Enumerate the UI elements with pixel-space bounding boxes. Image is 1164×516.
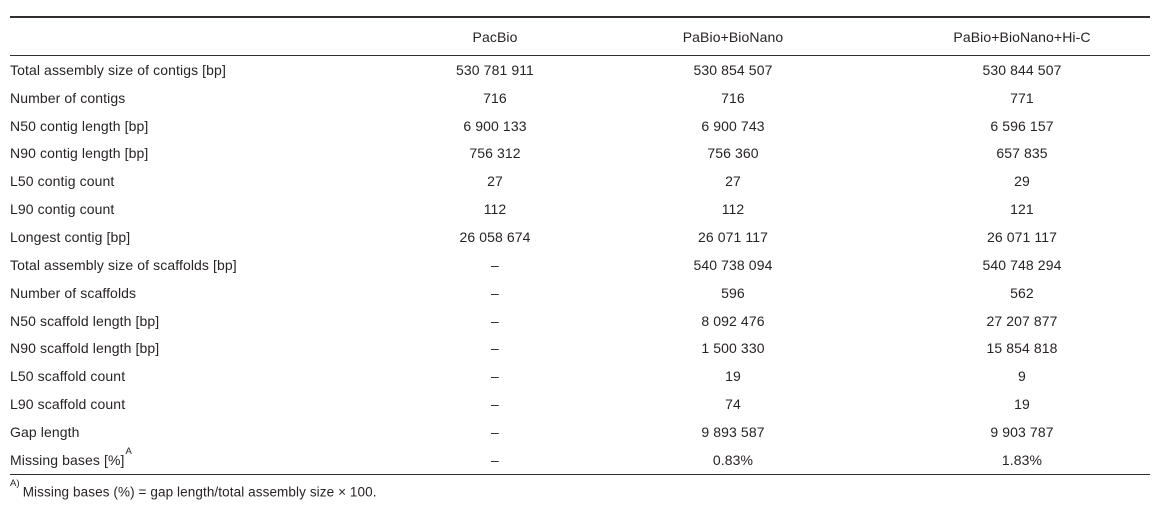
- row-label: Total assembly size of contigs [bp]: [10, 61, 226, 78]
- cell-value: 9 893 587: [701, 423, 765, 440]
- column-header-pabio-bionano-hic: PaBio+BioNano+Hi-C: [894, 17, 1150, 56]
- cell-value: 771: [1010, 89, 1034, 106]
- cell-value: 26 071 117: [986, 228, 1058, 245]
- row-label: L50 scaffold count: [10, 368, 126, 385]
- footnote-text: Missing bases (%) = gap length/total ass…: [22, 484, 377, 500]
- cell-value: 112: [721, 201, 745, 218]
- cell-value: 6 900 743: [701, 117, 765, 134]
- row-label: N90 scaffold length [bp]: [10, 340, 160, 357]
- table-row: Number of contigs 716 716 771: [10, 84, 1150, 112]
- row-label: L90 contig count: [10, 201, 115, 218]
- column-header-pabio-bionano: PaBio+BioNano: [572, 17, 894, 56]
- cell-value: –: [491, 396, 499, 413]
- row-label: Number of contigs: [10, 89, 126, 106]
- row-label: N90 contig length [bp]: [10, 145, 149, 162]
- cell-value: 26 071 117: [697, 228, 769, 245]
- row-label: N50 contig length [bp]: [10, 117, 149, 134]
- cell-value: –: [491, 451, 499, 468]
- table-row: Number of scaffolds – 596 562: [10, 279, 1150, 307]
- cell-value: 530 844 507: [982, 61, 1062, 78]
- table-row: L90 contig count 112 112 121: [10, 195, 1150, 223]
- cell-value: 112: [483, 201, 507, 218]
- table-row: N50 scaffold length [bp] – 8 092 476 27 …: [10, 307, 1150, 335]
- cell-value: 716: [483, 89, 507, 106]
- cell-value: 19: [1014, 396, 1030, 413]
- table-row: Gap length – 9 893 587 9 903 787: [10, 418, 1150, 446]
- cell-value: –: [491, 312, 499, 329]
- row-label: Gap length: [10, 423, 80, 440]
- cell-value: 27: [487, 173, 503, 190]
- cell-value: 530 781 911: [456, 61, 534, 78]
- cell-value: –: [491, 284, 499, 301]
- footnote-marker: A): [10, 477, 20, 489]
- cell-value: 756 360: [707, 145, 759, 162]
- table-row: Longest contig [bp] 26 058 674 26 071 11…: [10, 223, 1150, 251]
- cell-value: 596: [721, 284, 745, 301]
- cell-value: 6 596 157: [990, 117, 1054, 134]
- table-header: PacBio PaBio+BioNano PaBio+BioNano+Hi-C: [10, 17, 1150, 56]
- table-row: L50 contig count 27 27 29: [10, 167, 1150, 195]
- cell-value: 74: [725, 396, 741, 413]
- cell-value: –: [491, 256, 499, 273]
- table-row: N50 contig length [bp] 6 900 133 6 900 7…: [10, 112, 1150, 140]
- footnote: A)Missing bases (%) = gap length/total a…: [10, 478, 1150, 500]
- cell-value: 0.83%: [712, 451, 754, 468]
- cell-value: 27 207 877: [986, 312, 1058, 329]
- cell-value: 29: [1014, 173, 1030, 190]
- cell-value: 530 854 507: [693, 61, 773, 78]
- table-row: L90 scaffold count – 74 19: [10, 390, 1150, 418]
- cell-value: 540 748 294: [982, 256, 1062, 273]
- header-row: PacBio PaBio+BioNano PaBio+BioNano+Hi-C: [10, 17, 1150, 56]
- row-label: Missing bases [%]A: [10, 446, 418, 474]
- cell-value: 657 835: [996, 145, 1048, 162]
- row-label: Total assembly size of scaffolds [bp]: [10, 256, 237, 273]
- table-row: L50 scaffold count – 19 9: [10, 362, 1150, 390]
- cell-value: 27: [725, 173, 741, 190]
- row-label-text: Missing bases [%]: [10, 451, 125, 468]
- cell-value: 121: [1010, 201, 1034, 218]
- table-row: Total assembly size of contigs [bp] 530 …: [10, 56, 1150, 84]
- column-header-empty: [10, 17, 418, 56]
- table-body: Total assembly size of contigs [bp] 530 …: [10, 56, 1150, 475]
- cell-value: 562: [1010, 284, 1034, 301]
- table-row: N90 scaffold length [bp] – 1 500 330 15 …: [10, 334, 1150, 362]
- cell-value: 8 092 476: [701, 312, 765, 329]
- cell-value: 756 312: [469, 145, 521, 162]
- cell-value: 716: [721, 89, 745, 106]
- assembly-stats-table: PacBio PaBio+BioNano PaBio+BioNano+Hi-C …: [10, 16, 1150, 475]
- cell-value: 1 500 330: [701, 340, 765, 357]
- cell-value: 1.83%: [1001, 451, 1043, 468]
- table-row: N90 contig length [bp] 756 312 756 360 6…: [10, 140, 1150, 168]
- column-header-pacbio: PacBio: [418, 17, 572, 56]
- cell-value: 19: [725, 368, 741, 385]
- row-footnote-superscript: A: [125, 446, 132, 458]
- row-label: L90 scaffold count: [10, 396, 126, 413]
- cell-value: –: [491, 340, 499, 357]
- cell-value: 540 738 094: [693, 256, 773, 273]
- cell-value: –: [491, 423, 499, 440]
- cell-value: –: [491, 368, 499, 385]
- cell-value: 15 854 818: [986, 340, 1058, 357]
- row-label: L50 contig count: [10, 173, 115, 190]
- row-label: N50 scaffold length [bp]: [10, 312, 160, 329]
- cell-value: 9: [1018, 368, 1026, 385]
- table-row: Total assembly size of scaffolds [bp] – …: [10, 251, 1150, 279]
- row-label: Number of scaffolds: [10, 284, 137, 301]
- cell-value: 6 900 133: [463, 117, 527, 134]
- cell-value: 9 903 787: [990, 423, 1054, 440]
- cell-value: 26 058 674: [459, 228, 531, 245]
- row-label: Longest contig [bp]: [10, 228, 131, 245]
- table-row: Missing bases [%]A – 0.83% 1.83%: [10, 446, 1150, 474]
